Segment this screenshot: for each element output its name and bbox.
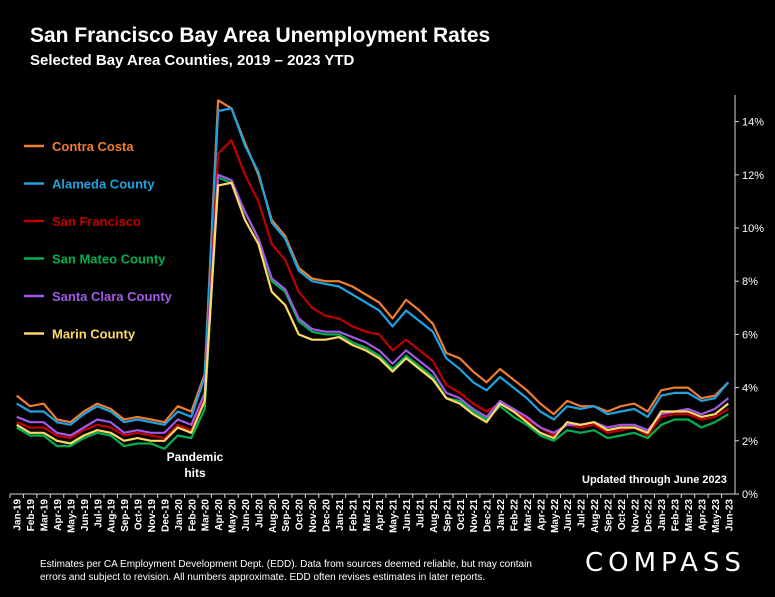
x-tick-label: Jan-23: [657, 499, 668, 531]
x-tick-label: Apr-23: [697, 499, 708, 531]
x-tick-label: Mar-19: [40, 499, 51, 532]
x-tick-label: Mar-23: [684, 499, 695, 532]
compass-logo: COMPASS: [585, 548, 746, 578]
x-tick-label: Oct-22: [617, 499, 628, 531]
footnote: Estimates per CA Employment Development …: [40, 559, 532, 583]
x-tick-label: Oct-21: [456, 499, 467, 531]
x-tick-label: Oct-20: [295, 499, 306, 531]
x-tick-label: Mar-22: [523, 499, 534, 532]
x-tick-label: Jan-21: [335, 499, 346, 531]
x-tick-label: Dec-19: [160, 499, 171, 532]
x-tick-label: Nov-22: [630, 499, 641, 533]
x-tick-label: Sep-21: [442, 499, 453, 532]
y-tick-label: 8%: [742, 276, 758, 288]
x-tick-label: Feb-21: [348, 499, 359, 532]
x-tick-label: Jul-19: [93, 499, 104, 528]
chart-title: San Francisco Bay Area Unemployment Rate…: [30, 24, 491, 47]
x-tick-label: Jun-22: [563, 499, 574, 532]
x-tick-label: Dec-20: [322, 499, 333, 532]
updated-note: Updated through June 2023: [582, 474, 727, 486]
x-tick-label: May-23: [711, 499, 722, 533]
x-tick-label: Jan-20: [174, 499, 185, 531]
x-tick-label: Nov-21: [469, 499, 480, 533]
legend-label-4: Santa Clara County: [52, 289, 173, 304]
y-tick-label: 6%: [742, 329, 758, 341]
x-tick-label: Dec-22: [644, 499, 655, 532]
x-tick-label: Aug-22: [590, 499, 601, 533]
x-tick-label: Apr-21: [375, 499, 386, 531]
legend-label-5: Marin County: [52, 327, 136, 342]
y-tick-label: 2%: [742, 436, 758, 448]
x-tick-label: Feb-20: [187, 499, 198, 532]
x-tick-label: May-22: [550, 499, 561, 533]
x-tick-label: Jan-22: [496, 499, 507, 531]
pandemic-annotation-line-1: Pandemic: [166, 450, 224, 464]
x-tick-label: Sep-19: [120, 499, 131, 532]
x-tick-label: Jul-20: [254, 499, 265, 528]
series-line-3: [16, 176, 729, 450]
y-tick-label: 12%: [742, 170, 764, 182]
x-tick-label: Dec-21: [483, 499, 494, 532]
x-tick-label: Aug-21: [429, 499, 440, 533]
series-line-1: [16, 107, 730, 426]
y-tick-label: 14%: [742, 117, 764, 129]
x-tick-label: Apr-19: [53, 499, 64, 531]
series-line-2: [16, 139, 729, 440]
x-tick-label: Jun-19: [80, 499, 91, 532]
x-tick-label: Feb-19: [26, 499, 37, 532]
pandemic-annotation: Pandemic hits: [160, 449, 230, 481]
y-tick-label: 0%: [742, 489, 758, 501]
x-tick-label: Nov-20: [308, 499, 319, 533]
series-line-5: [16, 181, 729, 445]
x-tick-label: May-19: [66, 499, 77, 533]
chart-subtitle: Selected Bay Area Counties, 2019 – 2023 …: [30, 52, 355, 69]
pandemic-annotation-line-2: hits: [184, 466, 206, 480]
series-line-4: [16, 173, 729, 437]
x-tick-label: Apr-22: [536, 499, 547, 531]
x-tick-label: Aug-19: [107, 499, 118, 533]
y-tick-label: 4%: [742, 383, 758, 395]
x-tick-label: Aug-20: [268, 499, 279, 533]
legend-label-2: San Francisco: [52, 214, 141, 229]
x-tick-label: Feb-23: [671, 499, 682, 532]
x-tick-label: Jul-22: [577, 499, 588, 528]
x-tick-label: Nov-19: [147, 499, 158, 533]
x-tick-label: Sep-20: [281, 499, 292, 532]
y-tick-label: 10%: [742, 223, 764, 235]
x-tick-label: May-20: [228, 499, 239, 533]
legend-label-3: San Mateo County: [52, 252, 166, 267]
x-tick-label: Jan-19: [13, 499, 24, 531]
x-tick-label: Feb-22: [509, 499, 520, 532]
series-line-0: [16, 99, 730, 424]
x-tick-label: Apr-20: [214, 499, 225, 531]
x-tick-label: Jun-23: [724, 499, 735, 532]
x-tick-label: Jun-20: [241, 499, 252, 532]
x-tick-label: Sep-22: [603, 499, 614, 532]
legend-label-1: Alameda County: [52, 177, 155, 192]
x-tick-label: Oct-19: [134, 499, 145, 531]
x-tick-label: Jun-21: [402, 499, 413, 532]
legend-label-0: Contra Costa: [52, 139, 134, 154]
x-tick-label: Jul-21: [415, 499, 426, 528]
x-tick-label: May-21: [389, 499, 400, 533]
x-tick-label: Mar-21: [362, 499, 373, 532]
x-tick-label: Mar-20: [201, 499, 212, 532]
